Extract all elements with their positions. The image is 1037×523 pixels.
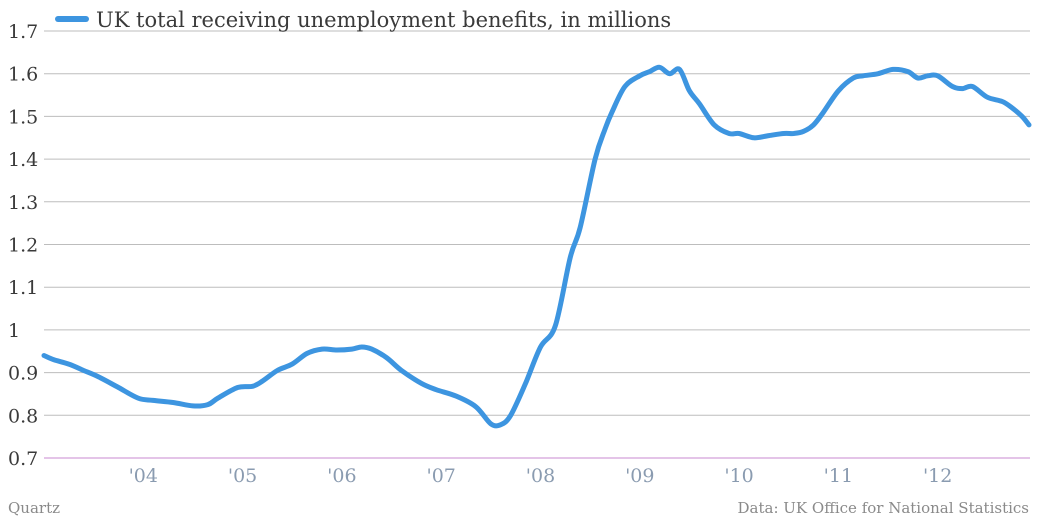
x-tick-label: '12: [923, 465, 952, 487]
x-tick-label: '10: [724, 465, 753, 487]
y-tick-label: 1.2: [8, 235, 38, 257]
footer-source: Data: UK Office for National Statistics: [738, 499, 1029, 517]
y-axis-ticks: 0.7 0.8 0.9 1 1.1 1.2 1.3 1.4 1.5 1.6 1.7: [8, 21, 38, 470]
y-tick-label: 0.7: [8, 448, 38, 470]
y-tick-label: 1.4: [8, 149, 38, 171]
x-tick-label: '09: [625, 465, 654, 487]
x-tick-label: '04: [129, 465, 158, 487]
legend-label: UK total receiving unemployment benefits…: [96, 8, 671, 32]
y-tick-label: 1.6: [8, 64, 38, 86]
x-tick-label: '08: [526, 465, 555, 487]
y-tick-label: 1.7: [8, 21, 38, 43]
y-tick-label: 1.5: [8, 106, 38, 128]
x-tick-label: '07: [426, 465, 455, 487]
y-tick-label: 0.9: [8, 363, 38, 385]
x-tick-label: '05: [228, 465, 257, 487]
y-tick-label: 1: [8, 320, 20, 342]
y-tick-label: 1.1: [8, 277, 38, 299]
legend: UK total receiving unemployment benefits…: [55, 8, 671, 32]
x-tick-label: '06: [327, 465, 356, 487]
footer-credit: Quartz: [8, 499, 60, 517]
grid-lines: [44, 30, 1030, 459]
series-line: [41, 64, 1032, 429]
legend-swatch: [55, 16, 89, 22]
y-tick-label: 0.8: [8, 405, 38, 427]
x-tick-label: '11: [824, 465, 853, 487]
y-tick-label: 1.3: [8, 192, 38, 214]
series-layer: [41, 64, 1032, 429]
x-axis-ticks: '04 '05 '06 '07 '08 '09 '10 '11 '12: [129, 465, 953, 487]
